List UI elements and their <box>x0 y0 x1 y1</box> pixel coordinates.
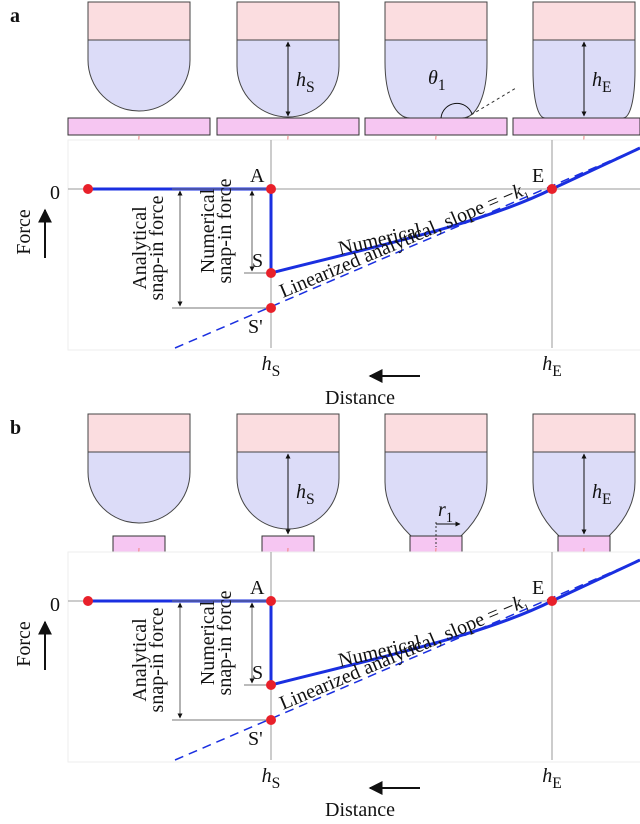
analytical-label: Analyticalsnap-in force <box>129 607 168 712</box>
point-label: S <box>252 250 263 272</box>
numerical-bracket-label-line: snap-in force <box>214 178 236 283</box>
symbol: h <box>592 69 602 91</box>
point <box>266 680 276 690</box>
point <box>266 596 276 606</box>
holder <box>533 2 635 40</box>
substrate <box>365 118 507 135</box>
holder <box>88 414 190 452</box>
symbol: h <box>262 765 272 787</box>
math-label: hS <box>262 353 281 380</box>
subscript: S <box>272 775 281 792</box>
point-label: E <box>532 165 544 187</box>
holder <box>533 414 635 452</box>
subscript: S <box>306 491 315 508</box>
x-axis-label: Distance <box>325 387 395 409</box>
subscript: S <box>272 363 281 380</box>
symbol: h <box>542 353 552 375</box>
zero-label: 0 <box>50 594 60 616</box>
droplet <box>88 452 190 523</box>
point <box>83 596 93 606</box>
numerical-bracket-label: Numericalsnap-in force <box>197 178 236 283</box>
math-label: hS <box>262 765 281 792</box>
point <box>547 184 557 194</box>
numerical-bracket-label: Numericalsnap-in force <box>197 590 236 695</box>
point <box>266 715 276 725</box>
holder <box>385 2 487 40</box>
x-axis-label: Distance <box>325 799 395 821</box>
substrate <box>217 118 359 135</box>
symbol: r <box>438 499 446 521</box>
subscript: E <box>602 491 612 508</box>
substrate <box>513 118 640 135</box>
analytical-label: Analyticalsnap-in force <box>129 195 168 300</box>
y-axis-label: Force <box>13 209 35 255</box>
subscript: 1 <box>446 510 453 526</box>
subscript: S <box>306 79 315 96</box>
panel-label: b <box>10 417 21 439</box>
point <box>266 303 276 313</box>
holder <box>88 2 190 40</box>
zero-label: 0 <box>50 182 60 204</box>
point <box>547 596 557 606</box>
point-label: S' <box>248 728 263 750</box>
symbol: h <box>592 481 602 503</box>
panel-label: a <box>10 5 20 27</box>
point-label: A <box>250 577 265 599</box>
holder <box>385 414 487 452</box>
symbol: h <box>262 353 272 375</box>
figure: ahShEθ1Analyticalsnap-in forceNumericals… <box>0 0 640 824</box>
subscript: E <box>552 775 562 792</box>
symbol: h <box>542 765 552 787</box>
subscript: 1 <box>438 77 446 94</box>
subscript: E <box>552 363 562 380</box>
y-axis-label: Force <box>13 621 35 667</box>
holder <box>237 414 339 452</box>
point <box>266 184 276 194</box>
analytical-label-line: snap-in force <box>146 195 168 300</box>
point <box>266 268 276 278</box>
point-label: A <box>250 165 265 187</box>
point-label: S' <box>248 316 263 338</box>
math-label: hE <box>542 765 562 792</box>
point-label: E <box>532 577 544 599</box>
holder <box>237 2 339 40</box>
math-label: hE <box>542 353 562 380</box>
symbol: θ <box>428 67 438 89</box>
analytical-label-line: snap-in force <box>146 607 168 712</box>
numerical-bracket-label-line: snap-in force <box>214 590 236 695</box>
symbol: h <box>296 481 306 503</box>
subscript: E <box>602 79 612 96</box>
point-label: S <box>252 662 263 684</box>
point <box>83 184 93 194</box>
droplet <box>88 40 190 111</box>
substrate <box>68 118 210 135</box>
symbol: h <box>296 69 306 91</box>
